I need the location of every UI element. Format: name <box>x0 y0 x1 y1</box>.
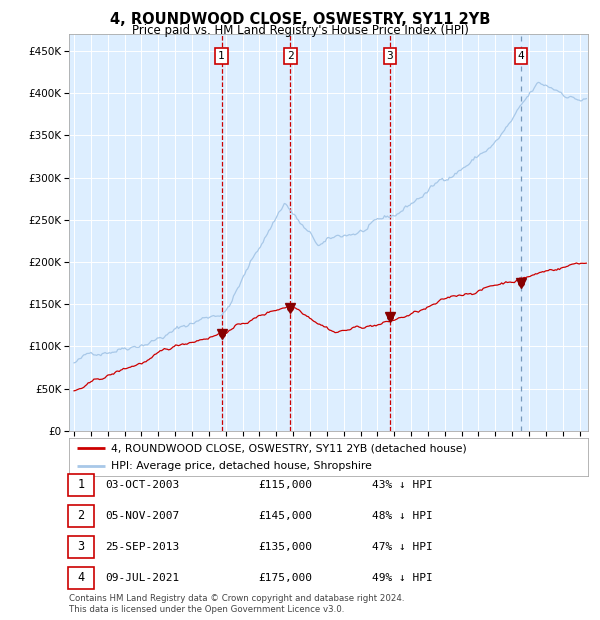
Text: 03-OCT-2003: 03-OCT-2003 <box>105 480 179 490</box>
Text: Contains HM Land Registry data © Crown copyright and database right 2024.: Contains HM Land Registry data © Crown c… <box>69 593 404 603</box>
Text: 47% ↓ HPI: 47% ↓ HPI <box>372 542 433 552</box>
Text: HPI: Average price, detached house, Shropshire: HPI: Average price, detached house, Shro… <box>110 461 371 471</box>
Text: 4, ROUNDWOOD CLOSE, OSWESTRY, SY11 2YB (detached house): 4, ROUNDWOOD CLOSE, OSWESTRY, SY11 2YB (… <box>110 443 466 453</box>
Text: 09-JUL-2021: 09-JUL-2021 <box>105 573 179 583</box>
Text: 4: 4 <box>518 51 524 61</box>
Text: £175,000: £175,000 <box>258 573 312 583</box>
Text: 43% ↓ HPI: 43% ↓ HPI <box>372 480 433 490</box>
Text: 3: 3 <box>77 541 85 553</box>
Text: 48% ↓ HPI: 48% ↓ HPI <box>372 511 433 521</box>
Text: 25-SEP-2013: 25-SEP-2013 <box>105 542 179 552</box>
Text: 1: 1 <box>218 51 225 61</box>
Text: 1: 1 <box>77 479 85 491</box>
Text: £135,000: £135,000 <box>258 542 312 552</box>
Text: 05-NOV-2007: 05-NOV-2007 <box>105 511 179 521</box>
Text: Price paid vs. HM Land Registry's House Price Index (HPI): Price paid vs. HM Land Registry's House … <box>131 24 469 37</box>
Text: 49% ↓ HPI: 49% ↓ HPI <box>372 573 433 583</box>
Text: 3: 3 <box>386 51 393 61</box>
Text: 2: 2 <box>77 510 85 522</box>
Text: 4, ROUNDWOOD CLOSE, OSWESTRY, SY11 2YB: 4, ROUNDWOOD CLOSE, OSWESTRY, SY11 2YB <box>110 12 490 27</box>
Text: 2: 2 <box>287 51 294 61</box>
Text: 4: 4 <box>77 572 85 584</box>
Text: £145,000: £145,000 <box>258 511 312 521</box>
Text: £115,000: £115,000 <box>258 480 312 490</box>
Text: This data is licensed under the Open Government Licence v3.0.: This data is licensed under the Open Gov… <box>69 604 344 614</box>
